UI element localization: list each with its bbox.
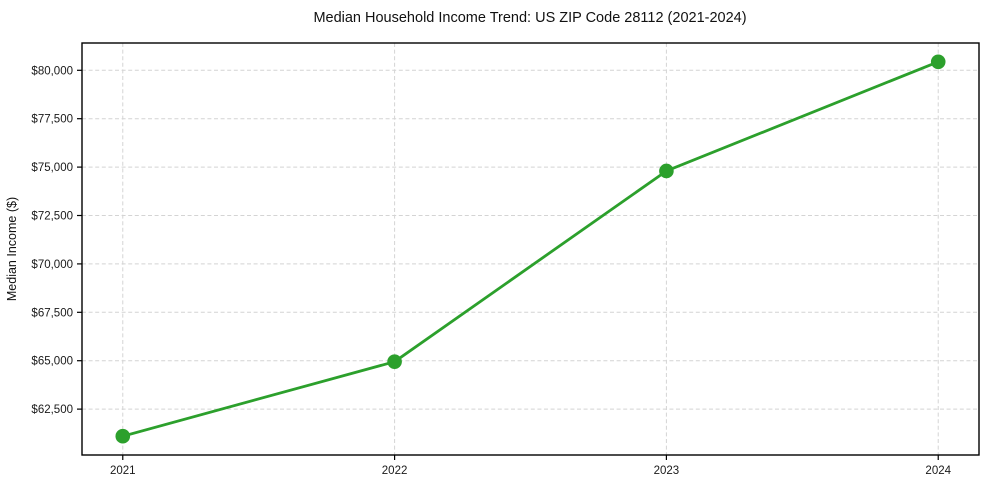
chart-title: Median Household Income Trend: US ZIP Co… <box>313 10 746 26</box>
data-point-2023 <box>659 163 674 179</box>
y-axis-label: Median Income ($) <box>5 197 19 301</box>
x-tick-label: 2024 <box>925 465 951 477</box>
y-tick-label: $72,500 <box>31 211 73 223</box>
y-tick-label: $67,500 <box>31 307 73 319</box>
data-point-2024 <box>930 54 946 70</box>
y-tick-label: $77,500 <box>31 114 73 126</box>
grid-layer <box>82 43 979 455</box>
y-tick-label: $80,000 <box>31 65 73 77</box>
trend-line <box>121 60 940 438</box>
y-tick-label: $65,000 <box>31 356 73 368</box>
y-tick-label: $70,000 <box>31 259 73 271</box>
x-tick-label: 2023 <box>654 465 680 477</box>
data-layer <box>115 54 946 444</box>
x-tick-label: 2022 <box>382 465 408 477</box>
data-point-2022 <box>387 354 402 369</box>
data-point-2021 <box>115 428 131 444</box>
x-tick-label: 2021 <box>110 465 136 477</box>
axis-layer: $62,500 $65,000 $67,500 $70,000 $72,500 $75,0… <box>31 42 980 477</box>
plot-border <box>81 42 980 456</box>
y-tick-label: $62,500 <box>31 404 73 416</box>
y-tick-label: $75,000 <box>31 162 73 174</box>
